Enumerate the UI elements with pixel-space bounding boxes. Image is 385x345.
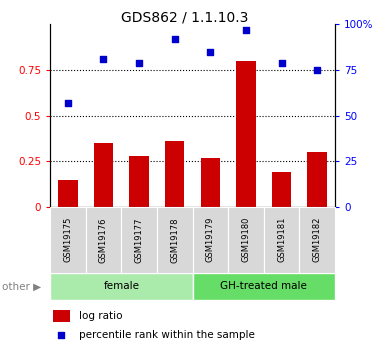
Bar	[50, 273, 192, 299]
Bar	[53, 310, 70, 322]
Text: GSM19176: GSM19176	[99, 217, 108, 263]
Text: GDS862 / 1.1.10.3: GDS862 / 1.1.10.3	[121, 10, 248, 24]
Bar	[85, 207, 121, 273]
Bar	[129, 156, 149, 207]
Text: GH-treated male: GH-treated male	[220, 282, 307, 291]
Text: GSM19178: GSM19178	[170, 217, 179, 263]
Text: GSM19177: GSM19177	[135, 217, 144, 263]
Point	[172, 36, 178, 41]
Bar	[165, 141, 184, 207]
Point	[100, 56, 107, 62]
Bar	[236, 61, 256, 207]
Bar	[94, 143, 113, 207]
Point	[65, 100, 71, 106]
Bar	[50, 207, 85, 273]
Text: female: female	[103, 282, 139, 291]
Text: GSM19175: GSM19175	[64, 217, 72, 263]
Bar	[307, 152, 327, 207]
Bar	[192, 207, 228, 273]
Text: other ▶: other ▶	[2, 282, 41, 291]
Point	[314, 67, 320, 72]
Point	[59, 332, 65, 337]
Bar	[272, 172, 291, 207]
Bar	[264, 207, 300, 273]
Bar	[192, 273, 335, 299]
Bar	[157, 207, 192, 273]
Point	[207, 49, 213, 54]
Bar	[58, 179, 78, 207]
Bar	[228, 207, 264, 273]
Text: GSM19181: GSM19181	[277, 217, 286, 263]
Point	[278, 60, 285, 65]
Bar	[121, 207, 157, 273]
Text: GSM19179: GSM19179	[206, 217, 215, 263]
Point	[136, 60, 142, 65]
Text: percentile rank within the sample: percentile rank within the sample	[79, 330, 254, 339]
Bar	[300, 207, 335, 273]
Text: log ratio: log ratio	[79, 311, 122, 321]
Text: GSM19180: GSM19180	[241, 217, 250, 263]
Text: GSM19182: GSM19182	[313, 217, 321, 263]
Point	[243, 27, 249, 32]
Bar	[201, 158, 220, 207]
